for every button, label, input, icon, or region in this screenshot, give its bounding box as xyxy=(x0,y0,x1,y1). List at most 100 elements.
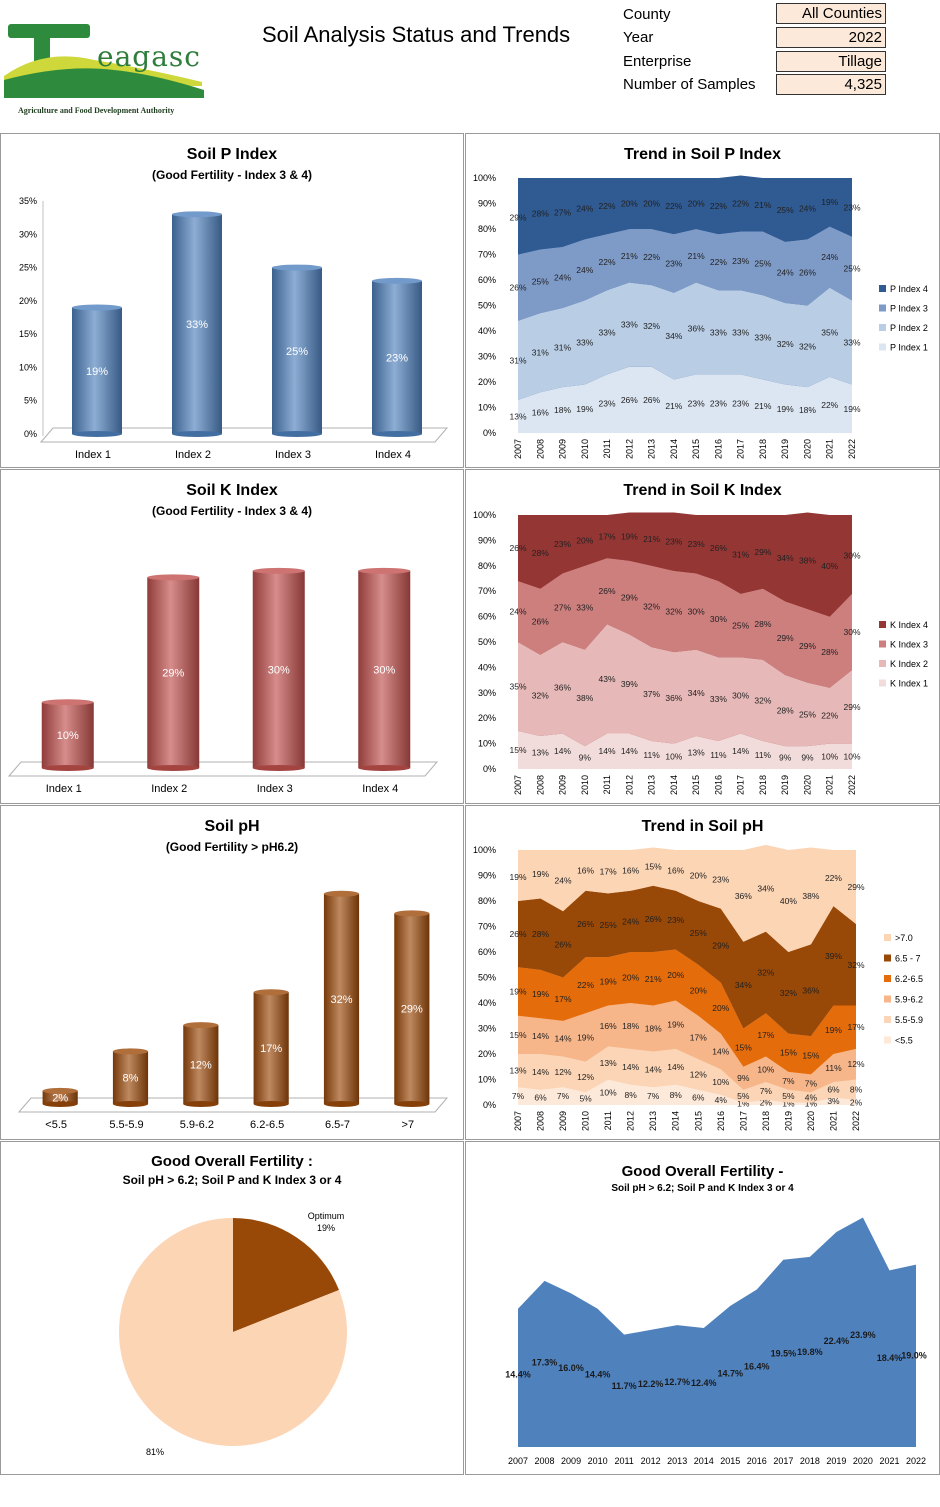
data-label: 31% xyxy=(554,343,571,353)
chart-floor xyxy=(7,761,439,777)
data-label: 24% xyxy=(509,607,526,617)
category-label: Index 1 xyxy=(75,449,111,461)
data-label: 5% xyxy=(579,1094,592,1104)
y-tick-label: 0% xyxy=(24,429,37,439)
data-label: 19% xyxy=(825,1025,842,1035)
chart-title: Good Overall Fertility - xyxy=(621,1163,784,1180)
data-label: 11.7% xyxy=(612,1381,637,1391)
data-label: 29% xyxy=(621,593,638,603)
data-label: 34% xyxy=(665,331,682,341)
filter-county-value[interactable]: All Counties xyxy=(776,3,886,24)
data-label: 30% xyxy=(843,551,860,561)
data-label: 36% xyxy=(554,683,571,693)
data-label: 34% xyxy=(757,883,774,893)
data-label: 23% xyxy=(732,256,749,266)
bar-value-label: 25% xyxy=(286,346,308,358)
y-tick-label: 20% xyxy=(478,1049,496,1059)
data-label: 21% xyxy=(645,974,662,984)
data-label: 20% xyxy=(690,985,707,995)
data-label: 31% xyxy=(509,355,526,365)
x-tick-label: 2012 xyxy=(626,1111,636,1131)
bar-value-label: 2% xyxy=(52,1092,68,1104)
data-label: 22% xyxy=(599,201,616,211)
filter-year-value[interactable]: 2022 xyxy=(776,27,886,48)
x-tick-label: 2015 xyxy=(720,1456,740,1466)
chart-subtitle: Soil pH > 6.2; Soil P and K Index 3 or 4 xyxy=(611,1183,794,1194)
data-label: 23% xyxy=(599,399,616,409)
data-label: 16% xyxy=(622,865,639,875)
data-label: 26% xyxy=(621,395,638,405)
legend-swatch xyxy=(879,343,886,351)
data-label: 38% xyxy=(799,556,816,566)
bar xyxy=(253,989,289,1107)
data-label: 33% xyxy=(732,327,749,337)
x-tick-label: 2007 xyxy=(513,439,523,459)
y-tick-label: 20% xyxy=(19,296,37,306)
filter-label-county: County xyxy=(623,6,671,23)
legend-label: K Index 2 xyxy=(890,659,928,669)
x-tick-label: 2016 xyxy=(713,775,723,795)
y-tick-label: 35% xyxy=(19,196,37,206)
data-label: 26% xyxy=(509,283,526,293)
data-label: 2% xyxy=(760,1097,773,1107)
data-label: 24% xyxy=(821,252,838,262)
data-label: 19.5% xyxy=(771,1348,797,1358)
data-label: 15% xyxy=(735,1043,752,1053)
legend-label: K Index 1 xyxy=(890,679,928,689)
data-label: 18% xyxy=(799,405,816,415)
data-label: 7% xyxy=(805,1078,818,1088)
y-tick-label: 10% xyxy=(478,739,496,749)
data-label: 14% xyxy=(712,1046,729,1056)
y-tick-label: 70% xyxy=(478,250,496,260)
bar xyxy=(358,567,411,771)
legend-swatch xyxy=(879,304,886,312)
data-label: 17% xyxy=(555,994,572,1004)
data-label: 18% xyxy=(622,1021,639,1031)
x-tick-label: 2020 xyxy=(806,1111,816,1131)
data-label: 33% xyxy=(599,327,616,337)
bar-value-label: 8% xyxy=(123,1073,139,1085)
chart-subtitle: (Good Fertility > pH6.2) xyxy=(165,840,299,854)
x-tick-label: 2016 xyxy=(716,1111,726,1131)
legend-label: <5.5 xyxy=(895,1036,913,1046)
data-label: 15% xyxy=(780,1048,797,1058)
data-label: 25% xyxy=(799,709,816,719)
data-label: 25% xyxy=(732,620,749,630)
data-label: 16% xyxy=(600,1021,617,1031)
area-series xyxy=(518,730,852,769)
data-label: 10% xyxy=(600,1087,617,1097)
y-tick-label: 100% xyxy=(473,173,496,183)
data-label: 12% xyxy=(555,1067,572,1077)
legend-swatch xyxy=(884,1036,891,1044)
data-label: 19% xyxy=(600,976,617,986)
x-tick-label: 2014 xyxy=(669,439,679,459)
data-label: 16% xyxy=(667,865,684,875)
category-label: Index 4 xyxy=(362,783,398,795)
y-tick-label: 100% xyxy=(473,845,496,855)
data-label: 7% xyxy=(647,1091,660,1101)
y-tick-label: 10% xyxy=(478,403,496,413)
y-tick-label: 80% xyxy=(478,224,496,234)
data-label: 20% xyxy=(621,199,638,209)
x-tick-label: 2011 xyxy=(614,1456,633,1466)
category-label: Index 2 xyxy=(175,449,211,461)
data-label: 22% xyxy=(732,199,749,209)
filter-enterprise-value[interactable]: Tillage xyxy=(776,51,886,72)
x-tick-label: 2021 xyxy=(825,775,835,795)
x-tick-label: 2022 xyxy=(847,775,857,795)
y-tick-label: 10% xyxy=(478,1075,496,1085)
x-tick-label: 2019 xyxy=(826,1456,846,1466)
x-tick-label: 2022 xyxy=(906,1456,926,1466)
data-label: 19% xyxy=(576,404,593,414)
data-label: 22% xyxy=(710,201,727,211)
y-tick-label: 40% xyxy=(478,326,496,336)
logo-graphic xyxy=(4,24,204,98)
data-label: 20% xyxy=(576,535,593,545)
data-label: 10% xyxy=(712,1077,729,1087)
data-label: 28% xyxy=(532,929,549,939)
data-label: 35% xyxy=(821,327,838,337)
data-label: 9% xyxy=(737,1073,750,1083)
legend-swatch xyxy=(879,660,886,667)
chart-title: Soil K Index xyxy=(186,482,278,499)
x-tick-label: 2008 xyxy=(535,439,545,459)
